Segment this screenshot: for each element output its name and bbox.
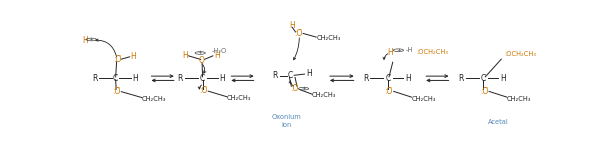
Text: +: + — [198, 51, 202, 55]
Text: R: R — [458, 74, 464, 83]
Text: CH₂CH₃: CH₂CH₃ — [227, 95, 251, 101]
Text: :Ö: :Ö — [480, 87, 488, 96]
Text: -H: -H — [405, 47, 413, 53]
Text: +: + — [89, 37, 93, 42]
Text: :OCH₂CH₃: :OCH₂CH₃ — [505, 51, 536, 57]
Text: :Ö: :Ö — [290, 84, 298, 93]
Text: C: C — [113, 74, 118, 83]
Text: C: C — [385, 74, 391, 83]
Text: C: C — [288, 71, 293, 80]
Text: H: H — [182, 51, 188, 60]
Text: O: O — [199, 56, 205, 65]
Text: CH₂CH₃: CH₂CH₃ — [316, 35, 341, 41]
Text: H: H — [131, 52, 136, 61]
Text: :OCH₂CH₃: :OCH₂CH₃ — [416, 49, 448, 55]
Text: +: + — [301, 86, 306, 91]
Text: CH₂CH₃: CH₂CH₃ — [411, 96, 436, 102]
Text: H: H — [405, 74, 411, 83]
Text: Oxonium: Oxonium — [271, 114, 301, 120]
Text: C: C — [200, 74, 205, 83]
Text: CH₂CH₃: CH₂CH₃ — [142, 96, 166, 102]
Text: H: H — [219, 74, 225, 83]
Text: :Ö: :Ö — [199, 86, 207, 95]
Text: -H₂O: -H₂O — [211, 48, 227, 54]
Text: R: R — [178, 74, 182, 83]
Text: CH₂CH₃: CH₂CH₃ — [312, 92, 336, 98]
Text: :Ö: :Ö — [113, 55, 122, 64]
Text: C: C — [481, 74, 486, 83]
Text: :Ö: :Ö — [384, 87, 393, 96]
Text: H: H — [501, 74, 506, 83]
Text: CH₂CH₃: CH₂CH₃ — [507, 96, 531, 102]
Text: H: H — [133, 74, 138, 83]
Text: R: R — [273, 71, 278, 80]
Text: R: R — [363, 74, 368, 83]
Text: ion: ion — [281, 122, 291, 128]
Text: Acetal: Acetal — [488, 120, 509, 125]
Text: :Ö: :Ö — [113, 87, 121, 96]
Text: H: H — [289, 21, 295, 30]
Text: H: H — [214, 51, 219, 60]
Text: H: H — [387, 48, 393, 57]
Text: :Ö: :Ö — [294, 29, 302, 38]
Text: R: R — [92, 74, 97, 83]
Text: H: H — [82, 36, 88, 45]
Text: +: + — [396, 48, 401, 53]
Text: H: H — [306, 69, 312, 78]
